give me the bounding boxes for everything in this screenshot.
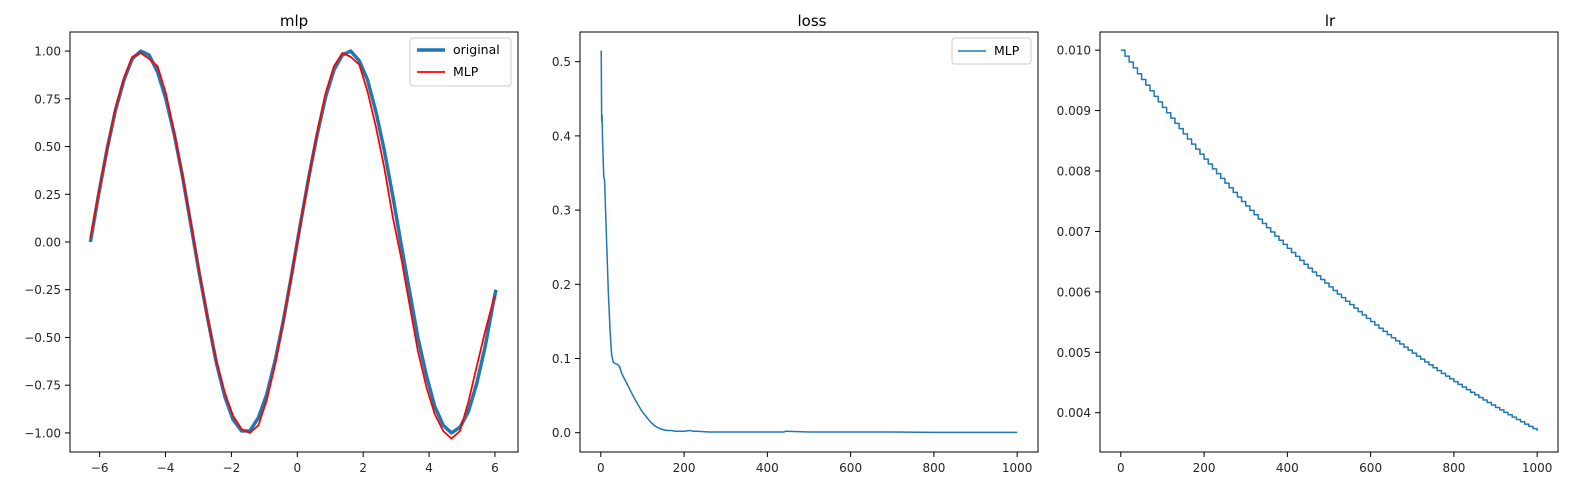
- series-lines: [88, 49, 498, 440]
- y-tick-label: −1.00: [24, 426, 61, 440]
- panel-lr: lr 0 200 400 600 800 1000 0.004 0.005 0.006 0.007…: [1057, 12, 1559, 475]
- plot-frame: [579, 31, 1039, 453]
- y-tick-label: 0.50: [34, 140, 61, 154]
- x-tick-label: 800: [1442, 461, 1465, 475]
- y-tick-label: −0.75: [24, 379, 61, 393]
- legend-label-mlp: MLP: [994, 43, 1020, 58]
- y-tick-label: 0.5: [552, 55, 571, 69]
- y-tick-label: 0.0: [552, 426, 571, 440]
- y-tick-label: −0.50: [24, 331, 61, 345]
- series-line-mlp: [89, 52, 497, 440]
- legend-label-original: original: [453, 42, 500, 57]
- legend: MLP: [951, 37, 1032, 65]
- y-tick-label: 1.00: [34, 45, 61, 59]
- y-tick-label: 0.4: [552, 129, 571, 143]
- y-tick-label: 0.009: [1057, 104, 1091, 118]
- series-line-lr: [1120, 49, 1538, 431]
- x-tick-label: 200: [1193, 461, 1216, 475]
- series-lines: [1120, 49, 1538, 431]
- chart-title: mlp: [280, 12, 308, 30]
- x-tick-label: −4: [157, 461, 175, 475]
- series-line-mlp: [600, 50, 1018, 434]
- plot-frame: [69, 31, 519, 453]
- y-tick-label: 0.1: [552, 352, 571, 366]
- y-tick-label: 0.005: [1057, 346, 1091, 360]
- y-tick-label: 0.007: [1057, 225, 1091, 239]
- legend-label-mlp: MLP: [453, 64, 479, 79]
- x-tick-label: 1000: [1002, 461, 1033, 475]
- x-tick-label: 600: [1359, 461, 1382, 475]
- panel-mlp: mlp −6 −4 −2 0 2 4 6 −1.00 −0.75 −0.50 −0.25 0.00 0.…: [24, 12, 519, 475]
- x-tick-label: 0: [293, 461, 301, 475]
- x-tick-label: 800: [922, 461, 945, 475]
- x-tick-label: 0: [597, 461, 605, 475]
- y-tick-label: 0.3: [552, 204, 571, 218]
- x-tick-label: 6: [491, 461, 499, 475]
- plot-frame: [1099, 31, 1559, 453]
- x-tick-label: 0: [1117, 461, 1125, 475]
- x-tick-label: −2: [223, 461, 241, 475]
- chart-title: loss: [798, 12, 827, 30]
- x-tick-label: −6: [91, 461, 109, 475]
- x-tick-label: 1000: [1522, 461, 1553, 475]
- legend-box: [951, 37, 1032, 65]
- y-tick-label: 0.004: [1057, 406, 1091, 420]
- y-tick-label: 0.00: [34, 236, 61, 250]
- y-tick-label: 0.25: [34, 188, 61, 202]
- panel-loss: loss 0 200 400 600 800 1000 0.0 0.1 0.2 0.3 0.4 0.5…: [552, 12, 1039, 475]
- axis-ticks: −6 −4 −2 0 2 4 6 −1.00 −0.75 −0.50 −0.25 0.00 0.25 0.…: [24, 45, 499, 475]
- x-tick-label: 4: [425, 461, 433, 475]
- y-tick-label: 0.75: [34, 92, 61, 106]
- y-tick-label: 0.010: [1057, 44, 1091, 58]
- axis-ticks: 0 200 400 600 800 1000 0.004 0.005 0.006 0.007 0.0…: [1057, 44, 1553, 475]
- y-tick-label: 0.008: [1057, 164, 1091, 178]
- legend: original MLP: [409, 37, 512, 87]
- y-tick-label: −0.25: [24, 283, 61, 297]
- x-tick-label: 600: [839, 461, 862, 475]
- series-lines: [600, 50, 1018, 434]
- x-tick-label: 400: [1276, 461, 1299, 475]
- y-tick-label: 0.006: [1057, 285, 1091, 299]
- y-tick-label: 0.2: [552, 278, 571, 292]
- chart-title: lr: [1325, 12, 1336, 30]
- axis-ticks: 0 200 400 600 800 1000 0.0 0.1 0.2 0.3 0.4 0.5: [552, 55, 1033, 475]
- x-tick-label: 2: [359, 461, 367, 475]
- x-tick-label: 200: [673, 461, 696, 475]
- x-tick-label: 400: [756, 461, 779, 475]
